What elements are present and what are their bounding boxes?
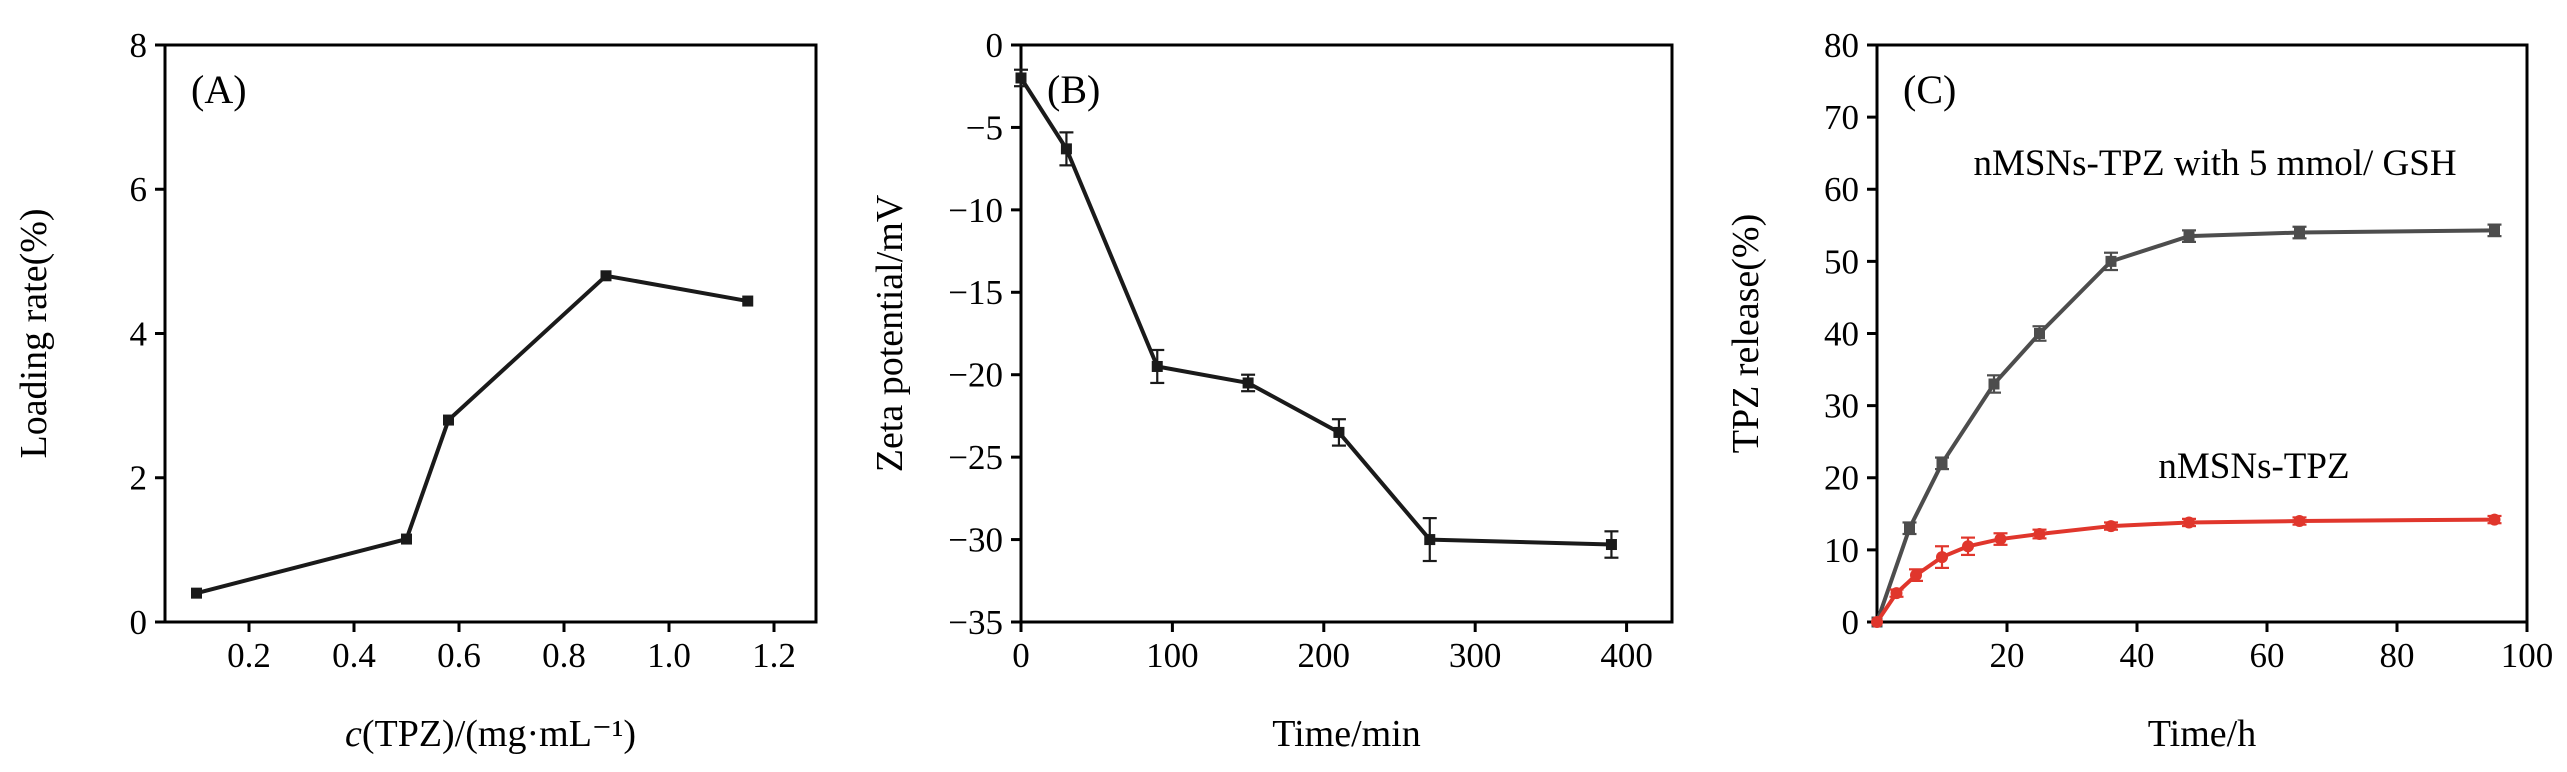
svg-text:(A): (A) [191,67,247,112]
svg-text:1.2: 1.2 [752,636,796,675]
svg-text:nMSNs-TPZ: nMSNs-TPZ [2158,446,2349,487]
svg-text:−5: −5 [966,108,1003,147]
chart-panel-b-zeta-potential: 0 100 200 300 400 0 −5 −10 −15 −20 −25 −30 −35 Time/m… [869,26,1674,755]
svg-text:−15: −15 [948,273,1003,312]
svg-text:0: 0 [1842,603,1860,642]
svg-text:0: 0 [1012,636,1030,675]
svg-text:2: 2 [130,459,148,498]
svg-text:80: 80 [1824,26,1859,65]
svg-text:60: 60 [1824,170,1859,209]
svg-text:10: 10 [1824,531,1859,570]
svg-text:Time/min: Time/min [1272,713,1421,755]
svg-text:0.8: 0.8 [542,636,586,675]
svg-text:0.6: 0.6 [437,636,481,675]
svg-text:c(TPZ)/(mg·mL⁻¹): c(TPZ)/(mg·mL⁻¹) [345,713,636,755]
svg-text:TPZ release(%): TPZ release(%) [1725,214,1767,454]
svg-text:30: 30 [1824,387,1859,426]
svg-text:0: 0 [130,603,148,642]
svg-text:20: 20 [1990,636,2025,675]
svg-text:80: 80 [2380,636,2415,675]
svg-text:0: 0 [986,26,1004,65]
svg-text:0.4: 0.4 [332,636,376,675]
svg-text:60: 60 [2250,636,2285,675]
chart-panel-a-loading-rate: 0.2 0.4 0.6 0.8 1.0 1.2 0 2 4 6 8 c(TPZ)/(mg·mL⁻¹) L… [13,26,818,755]
svg-text:−10: −10 [948,191,1003,230]
svg-text:(C): (C) [1903,67,1956,112]
svg-text:200: 200 [1298,636,1351,675]
svg-text:Zeta potential/mV: Zeta potential/mV [869,194,911,472]
svg-text:20: 20 [1824,459,1859,498]
svg-text:−20: −20 [948,356,1003,395]
svg-text:50: 50 [1824,242,1859,281]
svg-text:40: 40 [1824,314,1859,353]
svg-text:70: 70 [1824,98,1859,137]
svg-text:6: 6 [130,170,148,209]
svg-text:300: 300 [1449,636,1502,675]
svg-text:1.0: 1.0 [647,636,691,675]
svg-text:400: 400 [1600,636,1653,675]
svg-text:−30: −30 [948,520,1003,559]
svg-text:8: 8 [130,26,148,65]
svg-text:(B): (B) [1047,67,1100,112]
chart-panel-c-tpz-release: 20 40 60 80 100 0 10 20 30 40 50 60 70 80 Time/h TPZ re… [1725,26,2554,755]
svg-text:Loading rate(%): Loading rate(%) [13,208,55,458]
svg-text:4: 4 [130,314,148,353]
svg-text:40: 40 [2120,636,2155,675]
svg-text:Time/h: Time/h [2148,713,2256,755]
svg-text:0.2: 0.2 [227,636,271,675]
svg-text:nMSNs-TPZ with 5 mmol/ GSH: nMSNs-TPZ with 5 mmol/ GSH [1973,143,2456,184]
svg-text:−25: −25 [948,438,1003,477]
svg-text:100: 100 [2501,636,2554,675]
svg-text:100: 100 [1146,636,1199,675]
svg-text:−35: −35 [948,603,1003,642]
